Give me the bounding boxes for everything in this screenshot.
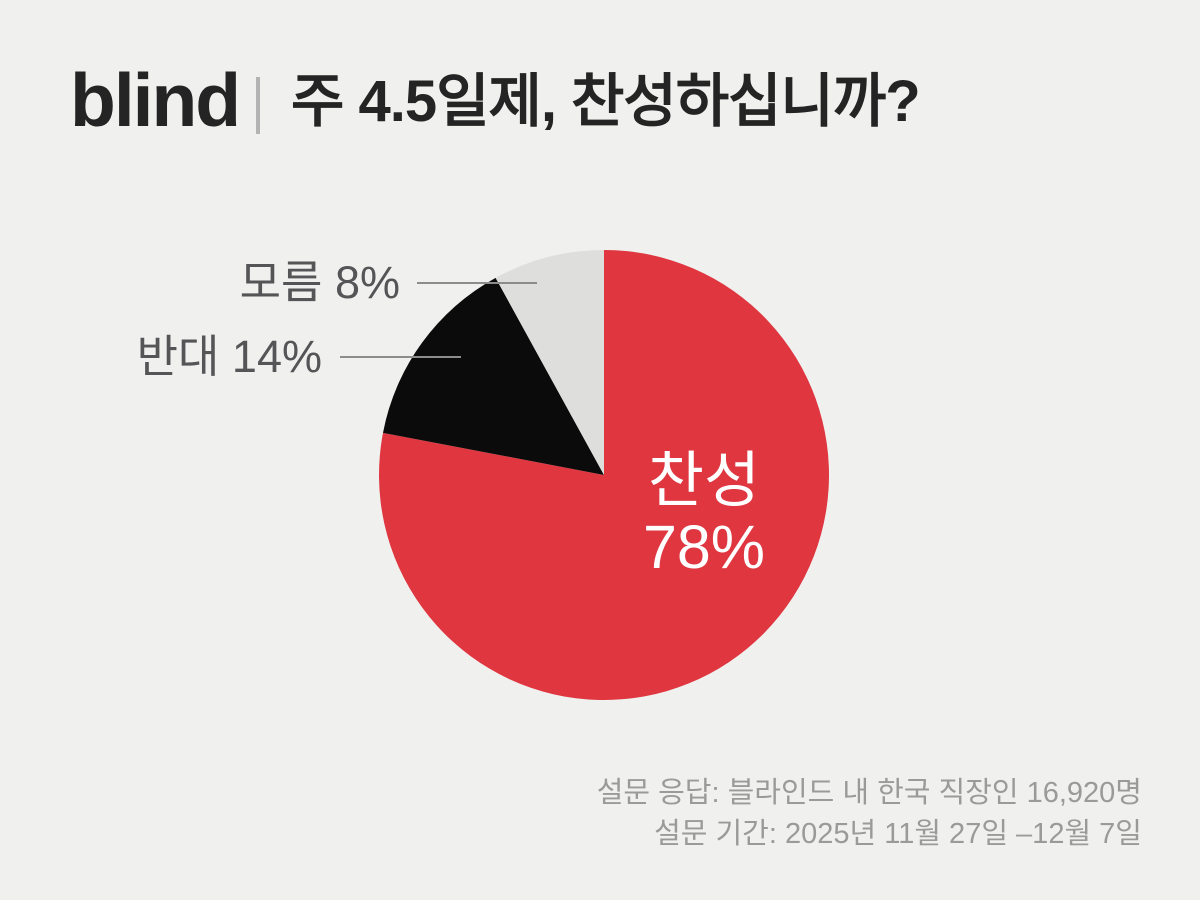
page-title: 주 4.5일제, 찬성하십니까? [291, 69, 921, 134]
agree-slice-value: 78% [642, 513, 766, 581]
unknown-leader-line [417, 282, 537, 284]
survey-period: 설문 기간: 2025년 11월 27일 –12월 7일 [654, 818, 1142, 850]
blind-logo: blind [70, 58, 241, 142]
agree-slice-name: 찬성 [647, 446, 761, 514]
survey-respondents: 설문 응답: 블라인드 내 한국 직장인 16,920명 [596, 777, 1142, 809]
pie-slice-oppose [382, 277, 604, 475]
oppose-leader-line [340, 356, 461, 358]
pie-chart [379, 250, 829, 700]
agree-slice-label: 찬성 78% [643, 447, 765, 581]
pie-slice-unknown [495, 250, 604, 475]
oppose-callout-label: 반대 14% [136, 331, 322, 382]
header-divider [256, 77, 260, 134]
unknown-callout-label: 모름 8% [239, 257, 400, 308]
pie-slice-agree [379, 250, 829, 700]
survey-source: 설문 응답: 블라인드 내 한국 직장인 16,920명 설문 기간: 2025… [597, 773, 1142, 855]
pie-chart-container [379, 250, 829, 700]
